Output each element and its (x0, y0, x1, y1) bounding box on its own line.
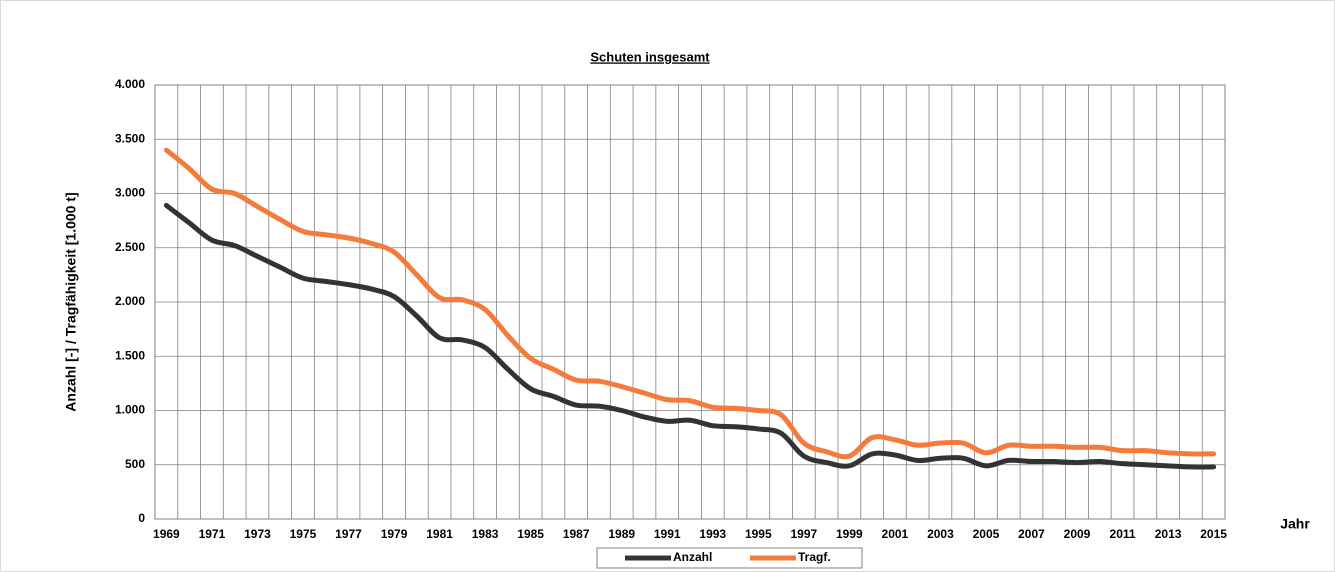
x-tick-label: 1985 (517, 527, 544, 541)
y-tick-label: 2.000 (115, 294, 145, 308)
x-tick-label: 1971 (199, 527, 226, 541)
legend-label: Anzahl (673, 550, 712, 564)
x-tick-label: 1975 (290, 527, 317, 541)
x-tick-label: 1983 (472, 527, 499, 541)
x-tick-label: 1991 (654, 527, 681, 541)
y-tick-label: 2.500 (115, 240, 145, 254)
x-tick-label: 2005 (973, 527, 1000, 541)
x-tick-label: 1999 (836, 527, 863, 541)
x-tick-label: 1987 (563, 527, 590, 541)
x-tick-label: 1981 (426, 527, 453, 541)
x-tick-label: 1997 (790, 527, 817, 541)
y-tick-label: 4.000 (115, 77, 145, 91)
y-tick-label: 1.000 (115, 403, 145, 417)
y-axis-label: Anzahl [-] / Tragfähigkeit [1.000 t] (63, 192, 79, 411)
x-tick-label: 1969 (153, 527, 180, 541)
x-tick-label: 1989 (608, 527, 635, 541)
y-tick-label: 3.000 (115, 186, 145, 200)
x-tick-label: 1995 (745, 527, 772, 541)
x-tick-label: 1973 (244, 527, 271, 541)
x-tick-label: 2013 (1155, 527, 1182, 541)
y-tick-label: 3.500 (115, 131, 145, 145)
y-tick-label: 0 (138, 511, 145, 525)
y-tick-label: 1.500 (115, 348, 145, 362)
x-tick-label: 1979 (381, 527, 408, 541)
chart-title: Schuten insgesamt (590, 49, 710, 64)
legend-box (596, 547, 863, 569)
x-tick-label: 1993 (699, 527, 726, 541)
x-tick-label: 1977 (335, 527, 362, 541)
x-tick-label: 2009 (1064, 527, 1091, 541)
x-axis-label: Jahr (1280, 516, 1310, 532)
x-tick-label: 2001 (882, 527, 909, 541)
x-tick-label: 2011 (1110, 527, 1136, 541)
series-line (163, 147, 1217, 460)
legend-label: Tragf. (798, 550, 831, 564)
y-tick-label: 500 (125, 457, 145, 471)
x-tick-label: 2003 (927, 527, 954, 541)
series-line (163, 202, 1217, 470)
x-tick-label: 2007 (1018, 527, 1045, 541)
x-tick-label: 2015 (1200, 527, 1227, 541)
